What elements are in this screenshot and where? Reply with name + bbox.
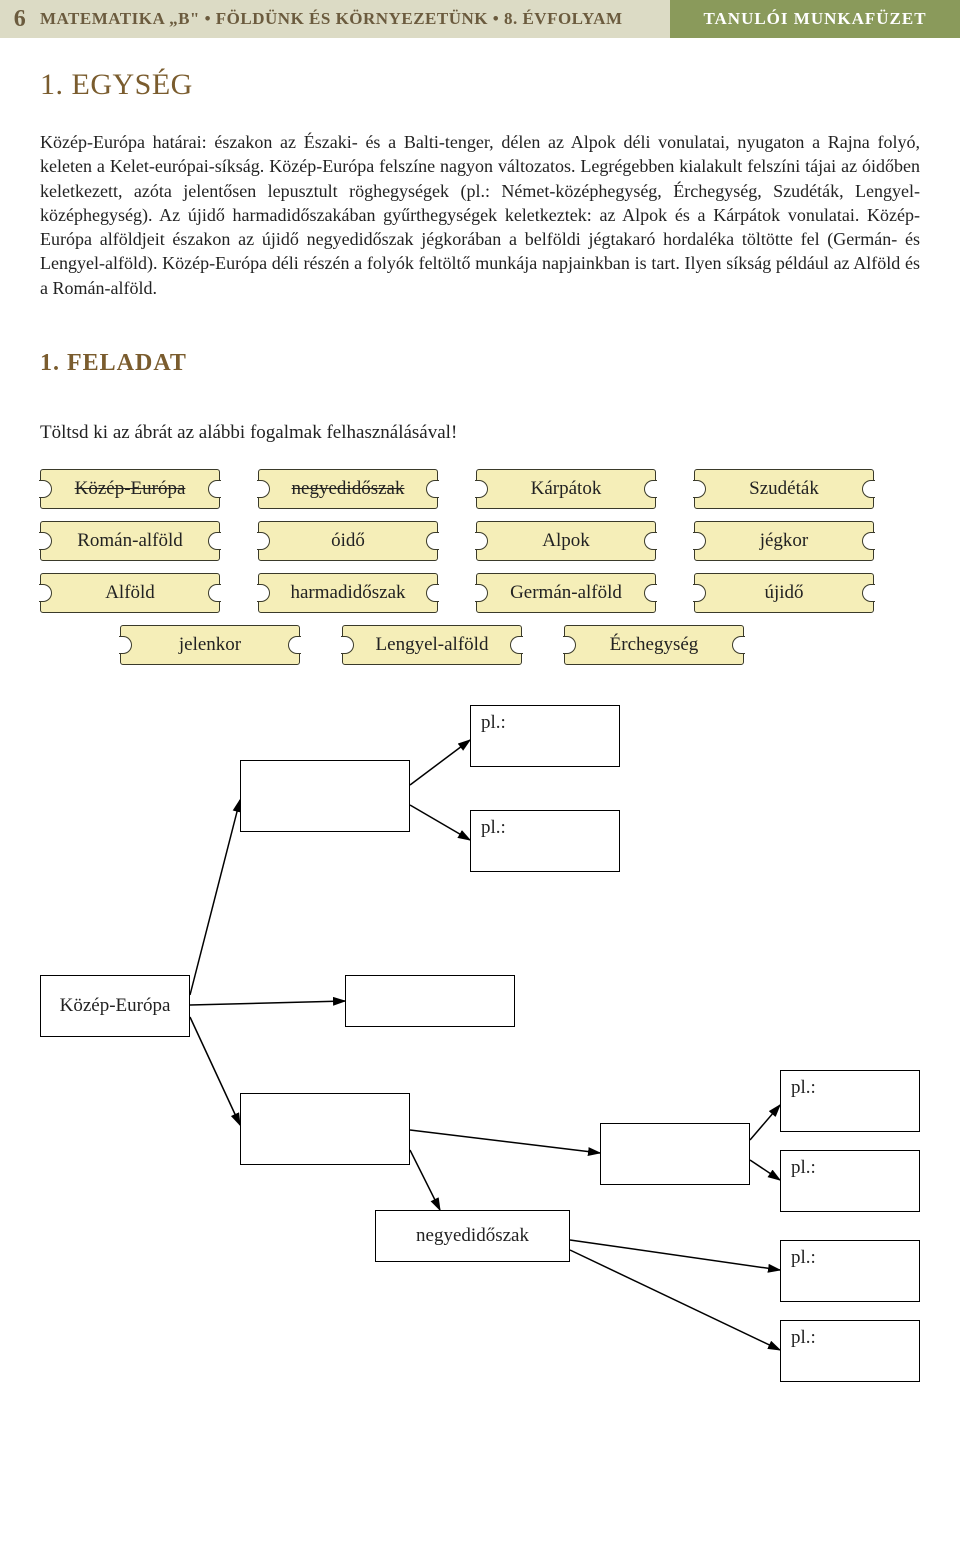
page-header: 6 MATEMATIKA „B" • FÖLDÜNK ÉS KÖRNYEZETÜ… (0, 0, 960, 38)
word-tag[interactable]: negyedidőszak (258, 469, 438, 509)
diagram-box[interactable] (345, 975, 515, 1027)
diagram-box: pl.: (780, 1150, 920, 1212)
word-tag[interactable]: harmadidőszak (258, 573, 438, 613)
word-tag[interactable]: Germán-alföld (476, 573, 656, 613)
word-tag[interactable]: jelenkor (120, 625, 300, 665)
word-tag[interactable]: Román-alföld (40, 521, 220, 561)
diagram-box[interactable] (600, 1123, 750, 1185)
header-right: TANULÓI MUNKAFÜZET (670, 0, 960, 38)
concept-diagram: Közép-Európa pl.: pl.: negyedidőszak pl.: pl.… (40, 705, 920, 1385)
word-tag[interactable]: Érchegység (564, 625, 744, 665)
header-title-right: TANULÓI MUNKAFÜZET (703, 9, 926, 29)
word-tag[interactable]: Alföld (40, 573, 220, 613)
tag-row: Alföld harmadidőszak Germán-alföld újidő (40, 573, 920, 613)
page-number: 6 (0, 6, 40, 33)
word-tag[interactable]: óidő (258, 521, 438, 561)
diagram-box: negyedidőszak (375, 1210, 570, 1262)
task-heading: 1. FELADAT (40, 350, 920, 377)
page-content: 1. EGYSÉG Közép-Európa határai: északon … (0, 68, 960, 1425)
diagram-box: Közép-Európa (40, 975, 190, 1037)
diagram-box[interactable] (240, 760, 410, 832)
word-tag[interactable]: Lengyel-alföld (342, 625, 522, 665)
word-tag[interactable]: Szudéták (694, 469, 874, 509)
section-title: 1. EGYSÉG (40, 68, 920, 102)
word-tag[interactable]: Közép-Európa (40, 469, 220, 509)
header-left: 6 MATEMATIKA „B" • FÖLDÜNK ÉS KÖRNYEZETÜ… (0, 0, 670, 38)
header-title-left: MATEMATIKA „B" • FÖLDÜNK ÉS KÖRNYEZETÜNK… (40, 9, 623, 29)
diagram-box: pl.: (780, 1240, 920, 1302)
word-tag[interactable]: Alpok (476, 521, 656, 561)
tag-row: Román-alföld óidő Alpok jégkor (40, 521, 920, 561)
tag-row: jelenkor Lengyel-alföld Érchegység (40, 625, 920, 665)
tag-row: Közép-Európa negyedidőszak Kárpátok Szudétá… (40, 469, 920, 509)
word-tag[interactable]: Kárpátok (476, 469, 656, 509)
word-tag[interactable]: jégkor (694, 521, 874, 561)
diagram-box[interactable] (240, 1093, 410, 1165)
word-bank: Közép-Európa negyedidőszak Kárpátok Szudétá… (40, 469, 920, 665)
diagram-box: pl.: (470, 705, 620, 767)
diagram-box: pl.: (780, 1070, 920, 1132)
word-tag[interactable]: újidő (694, 573, 874, 613)
diagram-box: pl.: (780, 1320, 920, 1382)
intro-paragraph: Közép-Európa határai: északon az Északi-… (40, 130, 920, 300)
task-instruction: Töltsd ki az ábrát az alábbi fogalmak fe… (40, 422, 920, 444)
diagram-box: pl.: (470, 810, 620, 872)
